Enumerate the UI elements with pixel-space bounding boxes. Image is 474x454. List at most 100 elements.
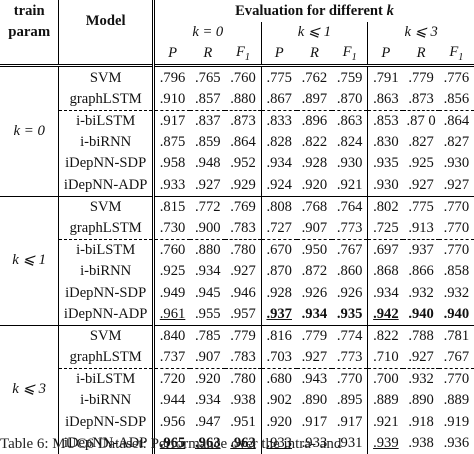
value-cell: .703: [260, 346, 297, 369]
value-cell: .928: [297, 153, 332, 174]
value-text: .697: [373, 242, 399, 259]
value-text: .808: [266, 198, 292, 215]
value-text: .944: [159, 392, 186, 409]
value-text: .933: [301, 434, 328, 451]
value-text: .921: [336, 176, 363, 193]
value-cell: .939: [367, 432, 404, 454]
value-cell: .963: [225, 433, 261, 454]
value-cell: .918: [403, 411, 438, 432]
value-text: .765: [195, 69, 221, 86]
table-row: i-biRNN .944 .934 .938 .902 .890 .895 .889 .890.…: [0, 390, 474, 412]
value-text: .815: [159, 198, 186, 215]
value-text: .927: [195, 176, 221, 193]
value-cell: .943: [296, 368, 333, 391]
value-text: .927: [408, 176, 434, 193]
value-text: .907: [301, 219, 328, 236]
value-cell: .917: [297, 411, 332, 432]
table-row: i-biRNN .925 .934 .927 .870 .872 .860 .868 .866.…: [0, 261, 474, 283]
value-text: .934: [266, 155, 292, 172]
value-text: .935: [373, 155, 399, 172]
value-cell: .902: [260, 390, 297, 412]
value-text: .963: [230, 434, 256, 451]
value-text: .822: [373, 327, 399, 344]
value-text: .921: [373, 413, 399, 430]
value-cell: .940: [403, 303, 438, 325]
table-row: graphLSTM .730 .900 .783 .727 .907 .773 .725 .91…: [0, 217, 474, 240]
value-cell: .928: [260, 282, 297, 304]
value-cell: .859: [190, 132, 225, 153]
value-text: .870: [336, 90, 363, 107]
value-cell: .933: [260, 432, 297, 454]
value-cell: .927: [403, 347, 438, 369]
value-text: .680: [266, 371, 292, 388]
k-group-header-0: k = 0: [151, 22, 262, 44]
table-row: k ⩽ 1 SVM .815 .772 .769 .808 .768 .764 .802 .775…: [0, 195, 474, 326]
param-spacer: [0, 43, 60, 66]
metric-header-row: P R F1 P R F1 P R F1: [0, 43, 474, 66]
value-text: .828: [266, 134, 292, 151]
value-cell: .942: [367, 303, 404, 326]
metric-header: P: [367, 43, 404, 66]
value-text: .938: [408, 434, 434, 451]
table-row: iDepNN-ADP .961 .955 .957 .937 .934 .935 .942 .9…: [0, 303, 474, 326]
value-cell: .780: [225, 368, 262, 391]
value-text: .925: [408, 155, 434, 172]
value-text: .924: [266, 176, 292, 193]
value-text: .864: [443, 113, 470, 130]
value-cell: .921: [367, 411, 404, 433]
value-text: .931: [336, 434, 363, 451]
metric-header: P: [260, 43, 297, 66]
value-cell: .769: [225, 195, 262, 218]
value-cell: .934: [190, 390, 225, 411]
value-text: .730: [159, 219, 186, 236]
value-text: .873: [408, 90, 434, 107]
value-cell: .866: [403, 261, 438, 282]
value-text: .889: [443, 392, 470, 409]
value-cell: .864: [225, 132, 261, 153]
value-text: .936: [443, 434, 470, 451]
value-text: .961: [159, 305, 186, 322]
value-text: .930: [443, 155, 470, 172]
value-cell: .783: [225, 218, 261, 240]
value-text: .762: [301, 69, 328, 86]
value-text: .934: [195, 263, 221, 280]
value-text: .940: [408, 305, 434, 322]
value-text: .919: [443, 413, 470, 430]
table-row: graphLSTM .737 .907 .783 .703 .927 .773 .710 .92…: [0, 346, 474, 369]
value-text: .858: [443, 263, 470, 280]
value-cell: .932: [439, 282, 474, 303]
value-cell: .917: [151, 109, 191, 132]
k-group-label: k = 0: [192, 24, 224, 41]
value-cell: .774: [332, 324, 368, 347]
value-cell: .932: [403, 368, 439, 391]
value-cell: .775: [403, 195, 439, 218]
value-text: .880: [195, 242, 221, 259]
table-row: k = 0 SVM .796 .765 .760 .775 .762 .759 .791 .779…: [0, 64, 474, 196]
value-cell: .875: [151, 131, 191, 154]
value-text: .781: [443, 327, 470, 344]
value-cell: .791: [367, 64, 404, 89]
value-cell: .780: [225, 238, 262, 262]
value-text: .940: [443, 305, 470, 322]
table-row: i-biLSTM .917 .837 .873 .833 .896 .863 .853 .87 …: [0, 109, 474, 132]
value-cell: .945: [190, 282, 225, 303]
value-cell: .770: [439, 218, 474, 240]
value-cell: .770: [438, 195, 474, 218]
value-text: .737: [159, 349, 186, 366]
value-text: .890: [301, 392, 328, 409]
metric-header: F1: [449, 43, 464, 63]
model-name-cell: graphLSTM: [69, 349, 142, 366]
value-text: .827: [443, 134, 470, 151]
header-row-1: train Model Evaluation for different k: [0, 0, 474, 29]
value-cell: .929: [225, 174, 261, 196]
table-caption: Table 6: MUC6 Dataset: Performance over …: [0, 436, 342, 450]
value-text: .768: [301, 198, 328, 215]
table-row: i-biLSTM .720 .920 .780 .680 .943 .770 .700 .932…: [0, 368, 474, 391]
value-cell: .935: [367, 153, 404, 175]
value-cell: .921: [332, 174, 368, 196]
value-text: .770: [443, 198, 470, 215]
model-name-cell: SVM: [58, 324, 154, 347]
table-row: iDepNN-ADP .933 .927 .929 .924 .920 .921 .930 .9…: [0, 174, 474, 196]
value-text: .955: [195, 305, 221, 322]
value-cell: .880: [190, 238, 226, 262]
